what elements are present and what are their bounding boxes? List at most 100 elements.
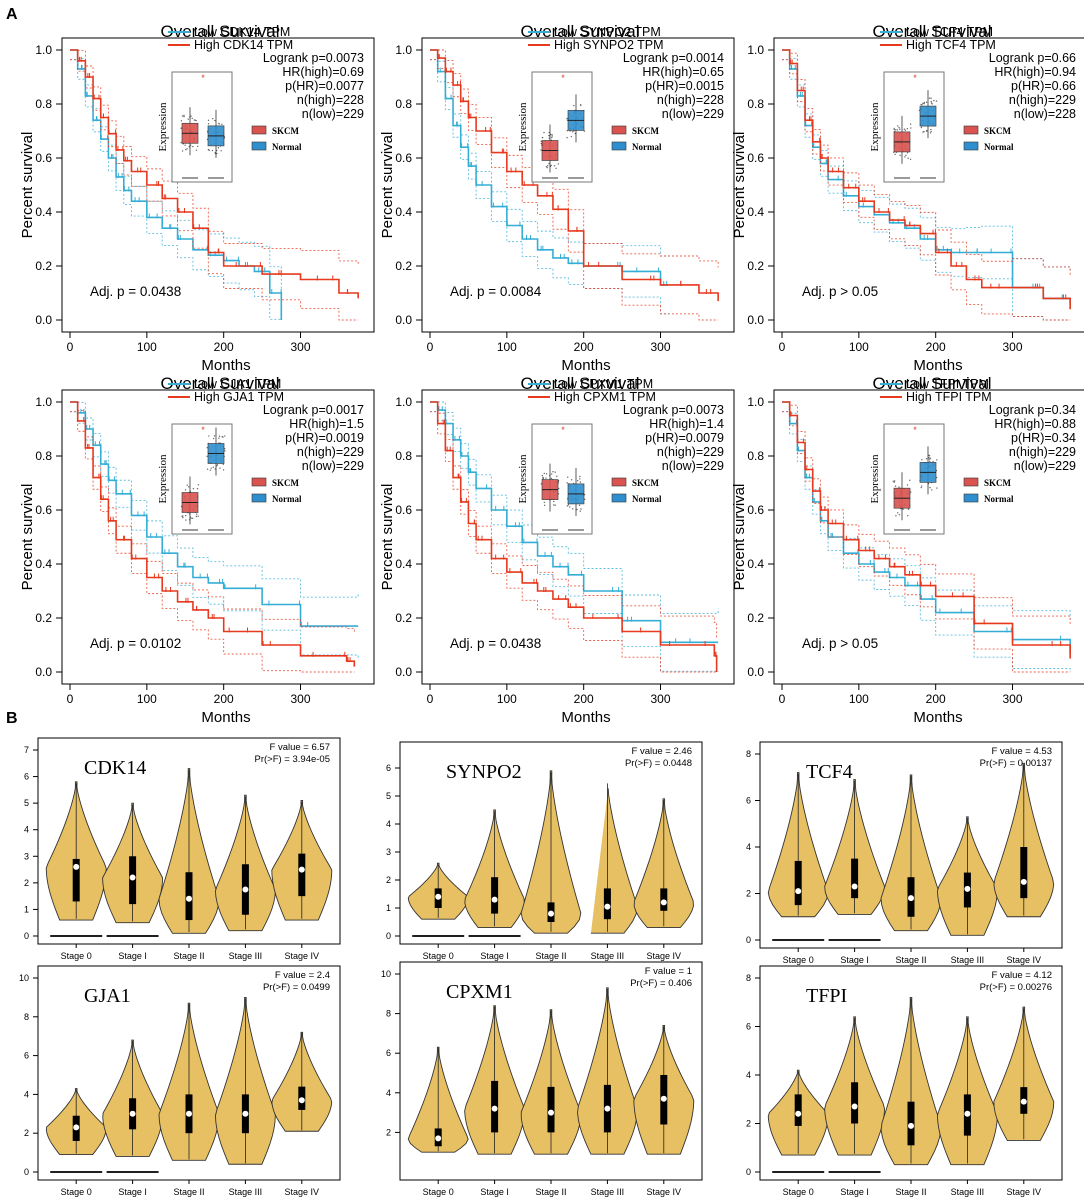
- inset-point: [909, 479, 911, 481]
- y-tick-label: 0.8: [747, 97, 764, 111]
- inset-point: [541, 474, 544, 477]
- inset-point: [546, 166, 548, 169]
- violin-median-dot: [604, 903, 611, 910]
- x-tick-label: 200: [574, 692, 594, 706]
- inset-legend-swatch: [251, 141, 267, 151]
- adjusted-p-value: Adj. p = 0.0102: [90, 636, 181, 651]
- y-tick-label: 0.4: [747, 205, 764, 219]
- pr-value: Pr(>F) = 0.00137: [980, 758, 1052, 769]
- inset-frame: [531, 423, 593, 535]
- ci-lower-high: [430, 411, 717, 673]
- y-tick-label: 0.4: [395, 205, 412, 219]
- inset-legend-label: SKCM: [272, 126, 300, 136]
- inset-point: [542, 477, 545, 479]
- inset-point: [566, 117, 568, 120]
- y-tick-label: 0.0: [35, 665, 52, 679]
- inset-point: [580, 508, 582, 510]
- inset-point: [218, 437, 220, 439]
- x-tick-label: 100: [497, 340, 517, 354]
- inset-point: [923, 101, 925, 104]
- stat-line: HR(high)=1.4: [649, 417, 724, 431]
- inset-significance-mark: *: [201, 73, 205, 83]
- x-axis-label: Months: [913, 709, 962, 726]
- inset-significance-mark: *: [201, 425, 205, 435]
- adjusted-p-value: Adj. p = 0.0084: [450, 284, 542, 299]
- chart-title: Overall Survival: [160, 374, 279, 393]
- inset-point: [907, 508, 910, 510]
- violin-iqr-box: [298, 853, 306, 897]
- inset-point: [571, 131, 574, 133]
- inset-point: [190, 517, 192, 519]
- inset-point: [181, 115, 184, 117]
- inset-point: [206, 468, 209, 470]
- y-tick-label: 0.2: [395, 259, 412, 273]
- stat-line: p(HR)=0.0079: [645, 431, 724, 445]
- x-tick-label: 200: [214, 692, 234, 706]
- stat-line: Logrank p=0.66: [989, 51, 1076, 65]
- adjusted-p-value: Adj. p = 0.0438: [90, 284, 181, 299]
- stat-line: n(high)=228: [657, 93, 724, 107]
- x-tick-label: 0: [779, 692, 786, 706]
- violin-median-dot: [548, 1109, 554, 1116]
- inset-point: [184, 144, 186, 146]
- inset-significance-mark: *: [913, 73, 917, 83]
- inset-point: [188, 146, 190, 148]
- inset-legend-swatch: [611, 141, 627, 151]
- y-tick-label: 1.0: [35, 43, 52, 57]
- y-tick-label: 8: [746, 749, 751, 759]
- inset-point: [920, 485, 923, 487]
- inset-point: [566, 476, 569, 478]
- y-tick-label: 8: [24, 1012, 29, 1022]
- inset-point: [208, 435, 210, 437]
- violin-median-dot: [298, 1097, 305, 1104]
- x-tick-label: Stage IV: [1007, 955, 1042, 965]
- inset-legend-label: Normal: [632, 142, 662, 152]
- inset-point: [180, 120, 183, 122]
- inset-point: [206, 455, 208, 457]
- stat-line: Logrank p=0.34: [989, 403, 1076, 417]
- inset-point: [192, 145, 194, 148]
- y-tick-label: 0.4: [35, 205, 52, 219]
- y-tick-label: 0.4: [395, 557, 412, 571]
- inset-point: [920, 486, 922, 489]
- x-tick-label: Stage III: [591, 1187, 625, 1197]
- violin-median-dot: [660, 1095, 667, 1102]
- y-tick-label: 0.2: [747, 259, 764, 273]
- gene-name: CPXM1: [446, 981, 513, 1003]
- inset-legend-swatch: [611, 493, 627, 503]
- x-tick-label: Stage IV: [285, 1187, 320, 1197]
- x-tick-label: Stage IV: [285, 951, 320, 961]
- inset-point: [907, 157, 909, 159]
- x-tick-label: Stage 0: [61, 1187, 92, 1197]
- inset-point: [550, 473, 553, 475]
- inset-point: [923, 103, 925, 105]
- stat-line: p(HR)=0.66: [1011, 79, 1076, 93]
- inset-point: [567, 504, 570, 506]
- x-tick-label: Stage IV: [1007, 1187, 1042, 1197]
- inset-legend-swatch: [963, 477, 979, 487]
- inset-point: [218, 123, 220, 125]
- inset-point: [543, 501, 546, 504]
- y-axis-label: Percent survival: [379, 132, 396, 239]
- inset-point: [583, 130, 586, 132]
- y-tick-label: 0.6: [747, 151, 764, 165]
- inset-point: [566, 136, 568, 139]
- y-tick-label: 2: [746, 1119, 751, 1129]
- violin-median-dot: [1020, 878, 1027, 885]
- x-tick-label: Stage II: [535, 1187, 566, 1197]
- violin-median-dot: [242, 886, 249, 893]
- inset-point: [904, 129, 907, 131]
- inset-point: [219, 467, 221, 469]
- inset-legend-swatch: [963, 125, 979, 135]
- inset-point: [910, 491, 912, 493]
- y-tick-label: 6: [24, 772, 29, 782]
- inset-point: [554, 471, 556, 473]
- inset-legend-label: Normal: [984, 494, 1014, 504]
- y-tick-label: 3: [24, 851, 29, 861]
- inset-point: [904, 156, 906, 158]
- violin-median-dot: [795, 1110, 802, 1117]
- plot-frame: [61, 389, 375, 685]
- inset-point: [905, 154, 907, 156]
